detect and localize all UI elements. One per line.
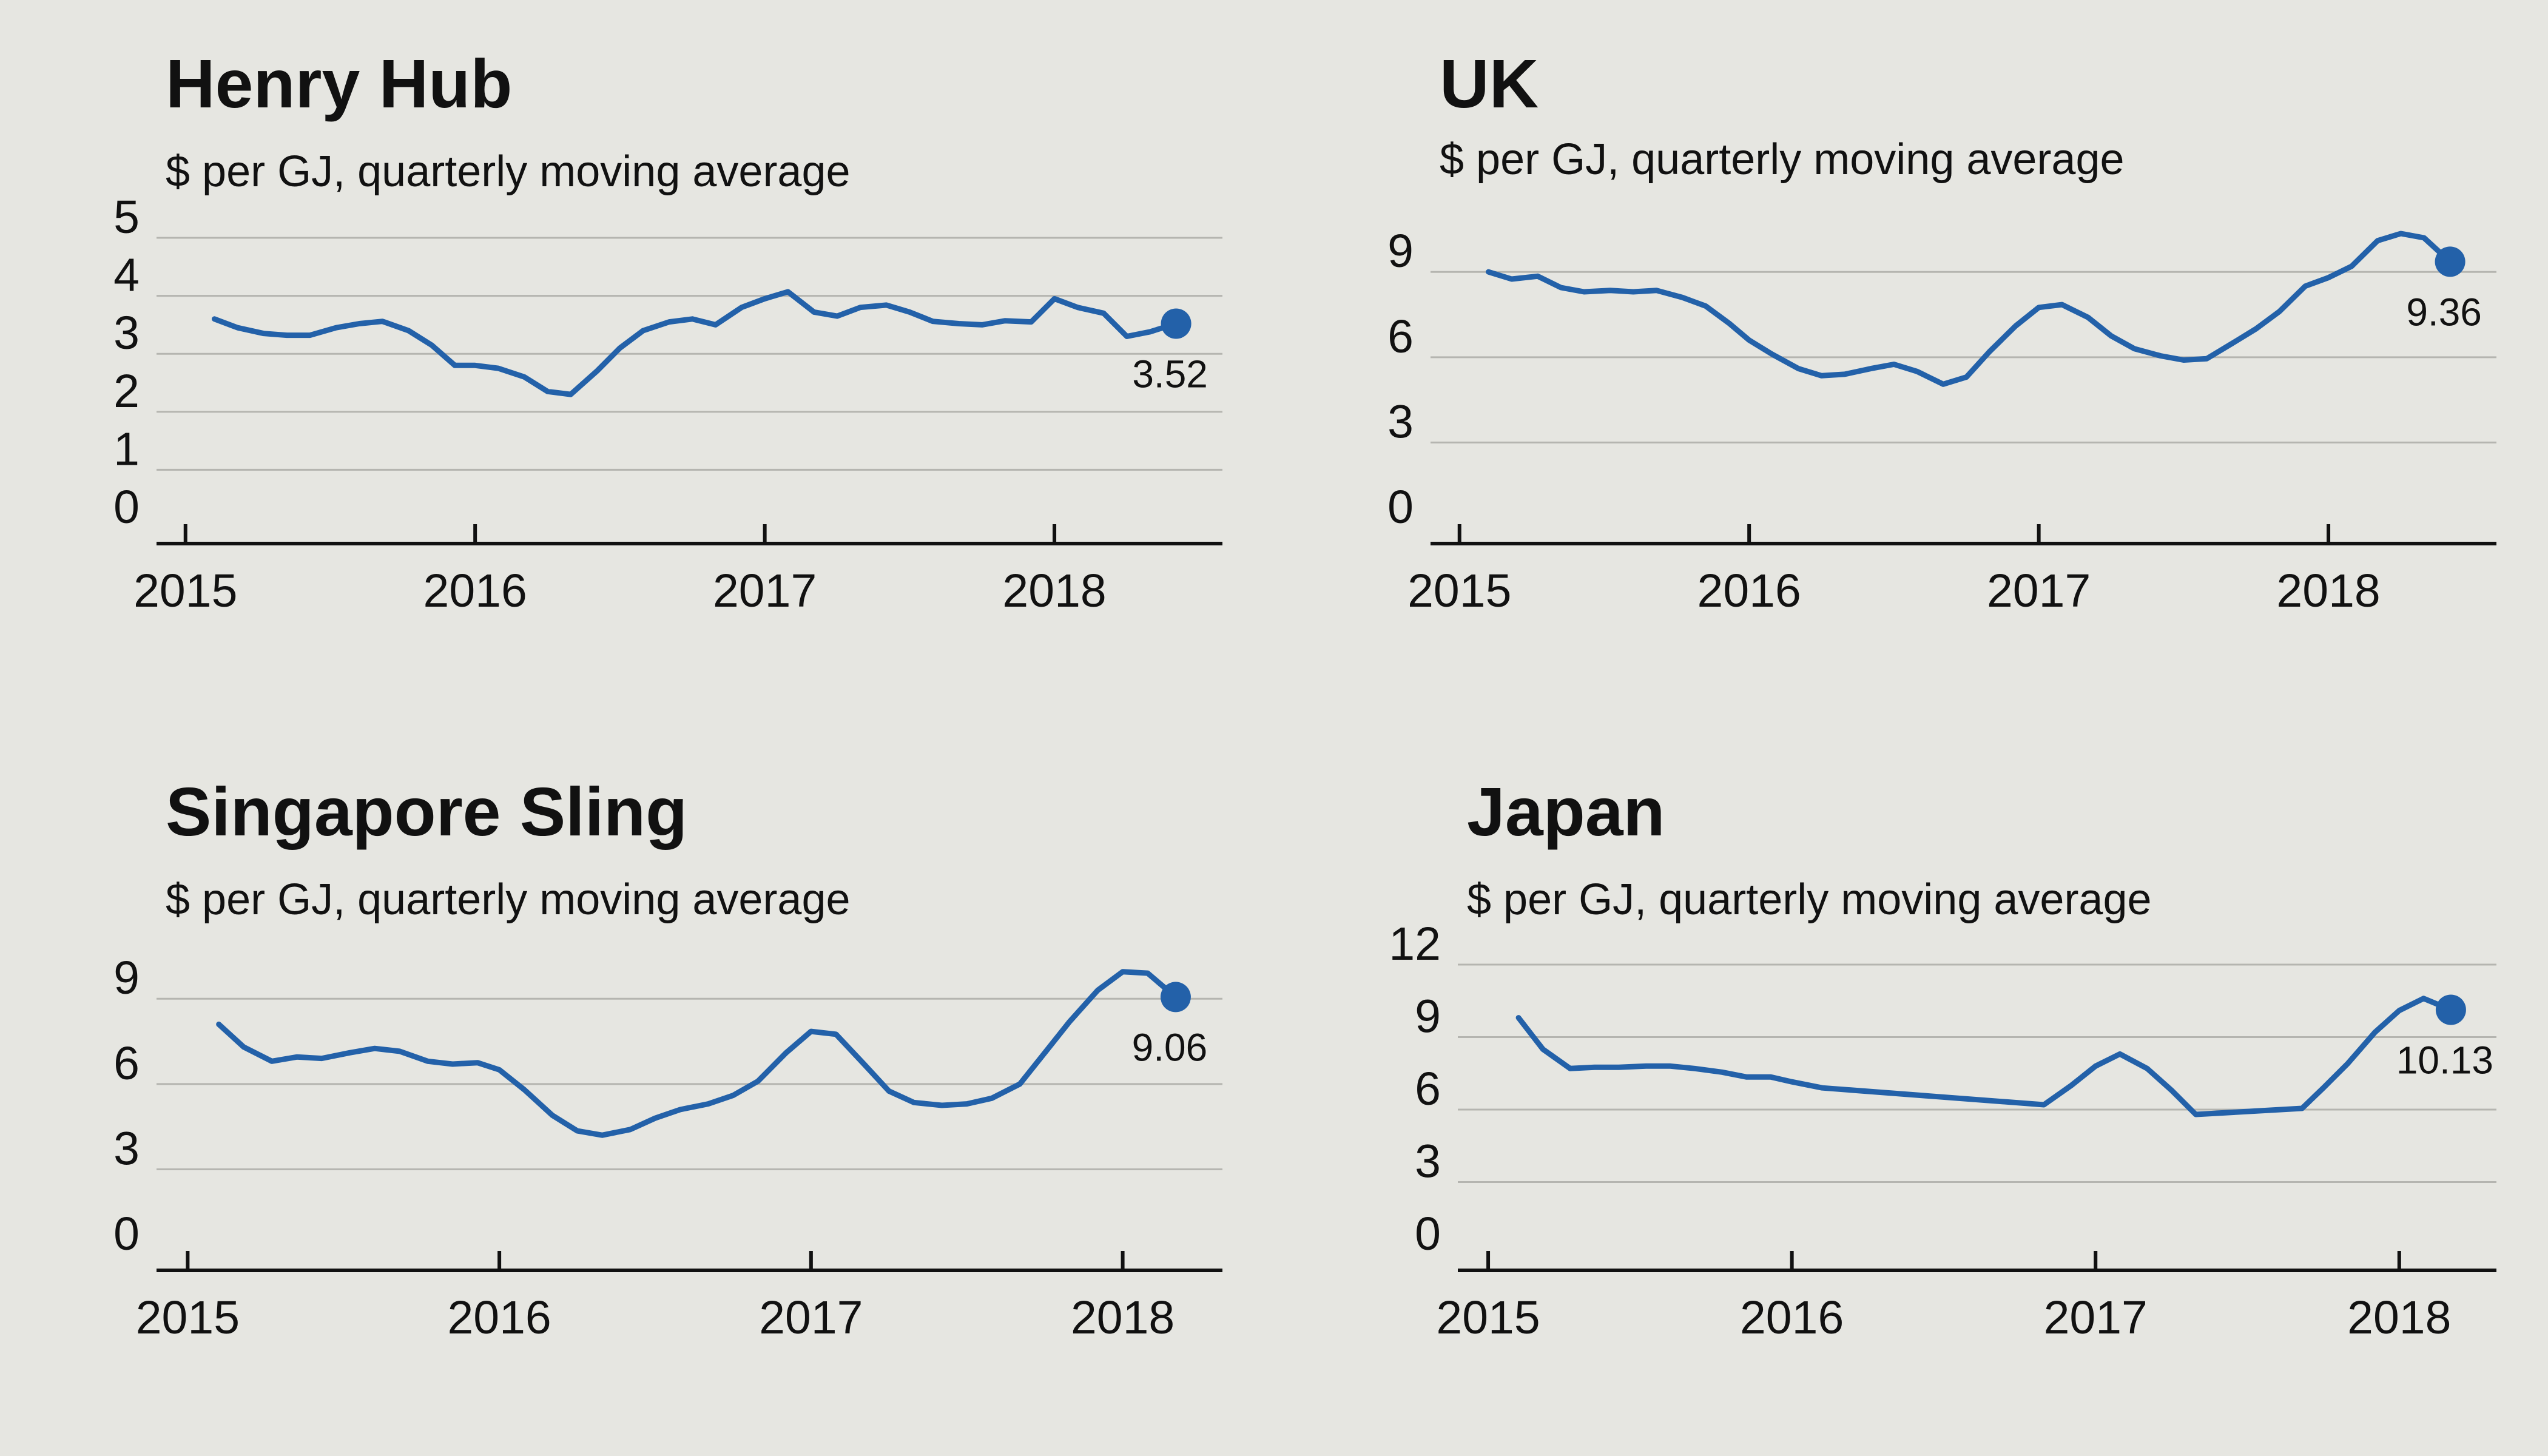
y-tick-label: 3 bbox=[1387, 396, 1414, 448]
y-tick-label: 6 bbox=[1415, 1063, 1441, 1115]
end-point-marker bbox=[1160, 982, 1191, 1013]
chart-subtitle: $ per GJ, quarterly moving average bbox=[166, 147, 851, 196]
chart-title: Henry Hub bbox=[166, 46, 512, 122]
y-tick-label: 5 bbox=[113, 191, 140, 243]
chart-title: Singapore Sling bbox=[166, 774, 687, 850]
x-tick-label: 2017 bbox=[2044, 1292, 2148, 1344]
y-tick-label: 4 bbox=[113, 249, 140, 302]
x-tick-label: 2017 bbox=[713, 565, 817, 617]
end-point-marker bbox=[1161, 308, 1191, 339]
series-line bbox=[1515, 996, 2454, 1117]
end-value-label: 3.52 bbox=[1132, 352, 1208, 396]
x-tick-label: 2018 bbox=[2347, 1292, 2451, 1344]
chart-subtitle: $ per GJ, quarterly moving average bbox=[166, 875, 851, 924]
end-value-label: 10.13 bbox=[2396, 1038, 2493, 1082]
x-tick-label: 2016 bbox=[447, 1292, 551, 1344]
y-tick-label: 2 bbox=[113, 365, 140, 417]
x-tick-label: 2016 bbox=[423, 565, 527, 617]
series-line bbox=[212, 289, 1179, 397]
x-tick-label: 2015 bbox=[136, 1292, 240, 1344]
end-point-marker bbox=[2435, 994, 2466, 1025]
y-tick-label: 3 bbox=[1415, 1136, 1441, 1188]
y-tick-label: 0 bbox=[1387, 481, 1414, 533]
y-tick-label: 0 bbox=[1415, 1208, 1441, 1260]
x-tick-label: 2018 bbox=[1071, 1292, 1175, 1344]
x-tick-label: 2017 bbox=[1987, 565, 2091, 617]
series-line bbox=[1486, 231, 2453, 387]
x-tick-label: 2016 bbox=[1740, 1292, 1844, 1344]
x-tick-label: 2017 bbox=[759, 1292, 863, 1344]
y-tick-label: 9 bbox=[1387, 225, 1414, 277]
series-line bbox=[216, 969, 1179, 1138]
chart-subtitle: $ per GJ, quarterly moving average bbox=[1440, 135, 2125, 184]
y-tick-label: 6 bbox=[113, 1037, 140, 1090]
chart-title: Japan bbox=[1467, 774, 1665, 850]
y-tick-label: 9 bbox=[113, 952, 140, 1004]
chart-subtitle: $ per GJ, quarterly moving average bbox=[1467, 875, 2152, 924]
y-tick-label: 3 bbox=[113, 307, 140, 359]
x-tick-label: 2015 bbox=[1407, 565, 1511, 617]
y-tick-label: 0 bbox=[113, 1208, 140, 1260]
x-tick-label: 2018 bbox=[1002, 565, 1106, 617]
panel-henry-hub: Henry Hub $ per GJ, quarterly moving ave… bbox=[113, 46, 1222, 617]
y-tick-label: 6 bbox=[1387, 311, 1414, 363]
end-value-label: 9.06 bbox=[1132, 1025, 1208, 1069]
chart-title: UK bbox=[1440, 46, 1539, 122]
panel-singapore-sling: Singapore Sling $ per GJ, quarterly movi… bbox=[113, 774, 1222, 1344]
panel-uk: UK $ per GJ, quarterly moving average 0 3… bbox=[1387, 46, 2496, 617]
panel-japan: Japan $ per GJ, quarterly moving average… bbox=[1389, 774, 2496, 1344]
y-tick-label: 12 bbox=[1389, 918, 1441, 970]
end-point-marker bbox=[2435, 246, 2465, 277]
x-tick-label: 2015 bbox=[1436, 1292, 1540, 1344]
end-value-label: 9.36 bbox=[2406, 290, 2482, 334]
y-tick-label: 0 bbox=[113, 481, 140, 533]
y-tick-label: 9 bbox=[1415, 991, 1441, 1043]
x-tick-label: 2018 bbox=[2276, 565, 2380, 617]
x-tick-label: 2016 bbox=[1697, 565, 1801, 617]
y-tick-label: 1 bbox=[113, 423, 140, 475]
y-tick-label: 3 bbox=[113, 1122, 140, 1175]
x-tick-label: 2015 bbox=[133, 565, 237, 617]
